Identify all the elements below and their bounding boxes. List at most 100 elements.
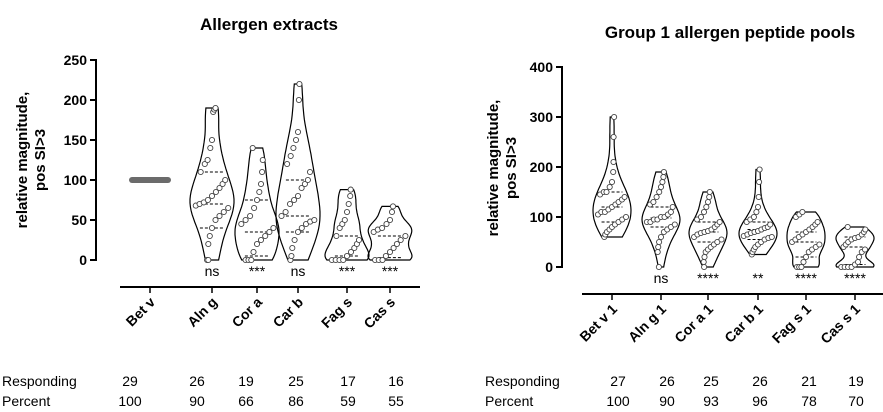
data-point — [382, 252, 389, 260]
responding-value: 25 — [703, 373, 719, 389]
data-point — [341, 216, 348, 224]
data-point — [212, 216, 219, 224]
y-tick-label: 100 — [530, 209, 554, 225]
data-point — [289, 244, 296, 252]
y-axis-label-line2: pos SI>3 — [503, 137, 520, 199]
data-point — [861, 246, 869, 253]
data-point — [259, 168, 266, 176]
y-tick-label: 300 — [530, 109, 554, 125]
data-point — [294, 128, 302, 136]
data-point — [296, 80, 303, 88]
y-tick-label: 400 — [530, 59, 554, 75]
data-point — [282, 208, 289, 216]
data-point — [257, 236, 265, 244]
data-point — [207, 144, 214, 152]
y-tick-label: 200 — [530, 159, 554, 175]
data-point — [347, 192, 354, 200]
data-point — [343, 208, 351, 216]
data-point — [251, 204, 258, 212]
category-label: Bet v — [123, 294, 159, 330]
data-point — [654, 248, 661, 256]
data-point — [703, 203, 710, 211]
data-point — [402, 232, 409, 240]
data-point — [389, 203, 397, 210]
data-point — [206, 232, 213, 240]
data-point — [247, 212, 254, 220]
data-point — [278, 212, 285, 220]
responding-value: 26 — [752, 373, 768, 389]
significance-label: ** — [753, 270, 764, 286]
row-label-percent: Percent — [485, 393, 533, 409]
data-point — [291, 196, 298, 204]
data-point — [248, 256, 255, 264]
data-point — [201, 160, 208, 168]
data-point — [716, 218, 723, 226]
data-point — [657, 183, 665, 191]
data-point — [386, 248, 394, 256]
significance-label: *** — [249, 263, 266, 279]
violin-outline — [738, 168, 778, 256]
y-axis-label-line2: pos SI>3 — [32, 129, 49, 191]
data-point — [242, 216, 249, 224]
percent-value: 96 — [752, 393, 768, 409]
data-point — [294, 228, 302, 236]
category-label: Car b 1 — [721, 301, 766, 346]
data-point — [862, 226, 869, 233]
data-point — [294, 192, 302, 200]
percent-value: 100 — [606, 393, 630, 409]
percent-value: 100 — [118, 393, 142, 409]
data-point — [606, 183, 613, 191]
data-point — [340, 256, 347, 264]
responding-value: 21 — [801, 373, 817, 389]
data-point — [249, 144, 256, 152]
percent-value: 90 — [189, 393, 205, 409]
data-point — [756, 178, 763, 186]
data-point — [343, 252, 351, 260]
percent-value: 66 — [238, 393, 254, 409]
data-point — [216, 184, 223, 192]
data-point — [298, 184, 305, 192]
data-point — [216, 212, 223, 220]
data-point — [704, 198, 712, 206]
row-label-responding: Responding — [2, 373, 77, 389]
data-point — [608, 178, 616, 186]
significance-label: ns — [291, 263, 306, 279]
y-tick-label: 200 — [64, 92, 88, 108]
data-point — [701, 253, 708, 261]
data-point — [304, 176, 311, 184]
percent-value: 55 — [388, 393, 404, 409]
significance-label: **** — [697, 270, 719, 286]
data-point — [291, 236, 298, 244]
data-point — [208, 192, 216, 200]
violin-outline — [189, 107, 235, 261]
data-point — [222, 176, 229, 184]
data-point — [621, 193, 628, 201]
data-point — [208, 136, 216, 144]
category-label: Fag s 1 — [769, 301, 815, 347]
y-tick-label: 150 — [64, 132, 88, 148]
data-point — [287, 152, 294, 160]
data-point — [204, 156, 211, 164]
category-label: Bet v 1 — [576, 301, 620, 345]
y-tick-label: 0 — [545, 259, 553, 275]
data-point — [650, 198, 657, 206]
data-point — [856, 253, 863, 261]
data-point — [799, 208, 806, 216]
data-point — [657, 233, 665, 241]
responding-value: 29 — [122, 373, 138, 389]
data-point — [669, 203, 676, 211]
data-point — [212, 104, 219, 112]
violin-outline — [324, 189, 370, 261]
data-point — [659, 178, 666, 186]
data-point — [347, 248, 355, 256]
data-point — [301, 180, 308, 188]
percent-value: 70 — [848, 393, 864, 409]
data-point — [311, 216, 318, 224]
row-label-percent: Percent — [2, 393, 50, 409]
data-point — [256, 188, 263, 196]
data-point — [386, 216, 394, 224]
data-point — [655, 243, 662, 251]
data-point — [622, 213, 630, 221]
data-point — [768, 233, 775, 241]
